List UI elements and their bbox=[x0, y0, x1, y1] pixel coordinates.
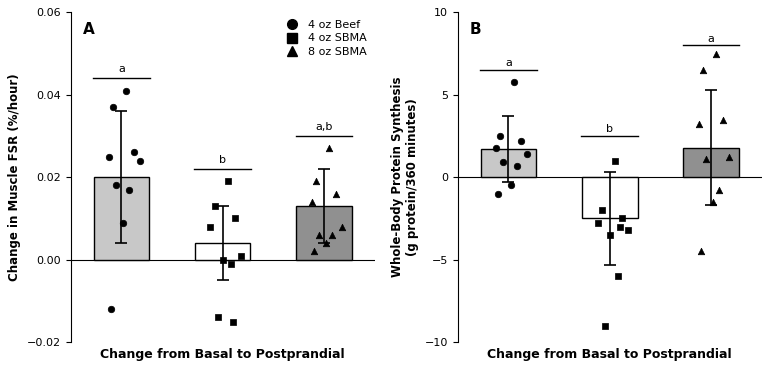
Point bbox=[693, 121, 705, 127]
Point bbox=[127, 149, 139, 155]
Point bbox=[103, 154, 116, 159]
Point bbox=[723, 155, 735, 161]
Bar bbox=[195, 243, 250, 260]
Bar bbox=[480, 149, 537, 177]
Point bbox=[514, 138, 527, 144]
Point bbox=[507, 79, 520, 85]
Point bbox=[330, 191, 342, 197]
Text: a: a bbox=[505, 58, 512, 68]
Point bbox=[608, 158, 621, 164]
Point bbox=[710, 51, 722, 56]
Point bbox=[123, 187, 136, 193]
Point bbox=[611, 273, 624, 279]
Point bbox=[614, 224, 626, 230]
Text: b: b bbox=[606, 124, 613, 134]
Point bbox=[209, 203, 221, 209]
Point bbox=[313, 232, 325, 238]
Point bbox=[310, 178, 322, 184]
Point bbox=[497, 159, 510, 165]
Y-axis label: Change in Muscle FSR (%/hour): Change in Muscle FSR (%/hour) bbox=[8, 73, 22, 281]
Point bbox=[697, 67, 709, 73]
X-axis label: Change from Basal to Postprandial: Change from Basal to Postprandial bbox=[100, 348, 345, 361]
Point bbox=[107, 104, 119, 110]
Point bbox=[235, 253, 247, 259]
X-axis label: Change from Basal to Postprandial: Change from Basal to Postprandial bbox=[487, 348, 732, 361]
Point bbox=[622, 227, 634, 233]
Point bbox=[494, 133, 507, 139]
Point bbox=[226, 318, 239, 324]
Point bbox=[222, 178, 234, 184]
Point bbox=[225, 261, 237, 267]
Point bbox=[521, 151, 533, 157]
Point bbox=[229, 215, 241, 221]
Text: A: A bbox=[83, 22, 95, 37]
Point bbox=[707, 199, 719, 205]
Point bbox=[700, 156, 712, 162]
Point bbox=[492, 191, 504, 197]
Point bbox=[591, 220, 604, 226]
Point bbox=[695, 248, 707, 254]
Point bbox=[105, 306, 117, 312]
Bar bbox=[582, 177, 638, 218]
Point bbox=[323, 145, 335, 151]
Bar bbox=[683, 148, 739, 177]
Text: a,b: a,b bbox=[315, 122, 333, 132]
Point bbox=[504, 183, 517, 189]
Text: B: B bbox=[470, 22, 482, 37]
Bar bbox=[93, 177, 149, 260]
Point bbox=[117, 220, 129, 225]
Point bbox=[120, 88, 132, 94]
Point bbox=[326, 232, 338, 238]
Point bbox=[204, 224, 216, 230]
Point bbox=[604, 232, 616, 238]
Bar bbox=[296, 206, 352, 260]
Point bbox=[490, 145, 503, 151]
Text: a: a bbox=[118, 64, 125, 74]
Point bbox=[598, 323, 611, 328]
Point bbox=[713, 187, 725, 193]
Point bbox=[212, 314, 224, 320]
Point bbox=[511, 163, 523, 169]
Text: b: b bbox=[219, 155, 226, 165]
Point bbox=[616, 215, 628, 221]
Point bbox=[110, 183, 122, 189]
Point bbox=[595, 207, 608, 213]
Point bbox=[308, 248, 320, 254]
Point bbox=[133, 158, 146, 164]
Legend: 4 oz Beef, 4 oz SBMA, 8 oz SBMA: 4 oz Beef, 4 oz SBMA, 8 oz SBMA bbox=[279, 18, 369, 59]
Point bbox=[320, 240, 332, 246]
Y-axis label: Whole-Body Protein Synthesis
(g protein/360 minutes): Whole-Body Protein Synthesis (g protein/… bbox=[391, 77, 419, 277]
Point bbox=[336, 224, 348, 230]
Point bbox=[216, 257, 229, 263]
Point bbox=[717, 117, 729, 123]
Point bbox=[306, 199, 318, 205]
Text: a: a bbox=[708, 34, 715, 44]
